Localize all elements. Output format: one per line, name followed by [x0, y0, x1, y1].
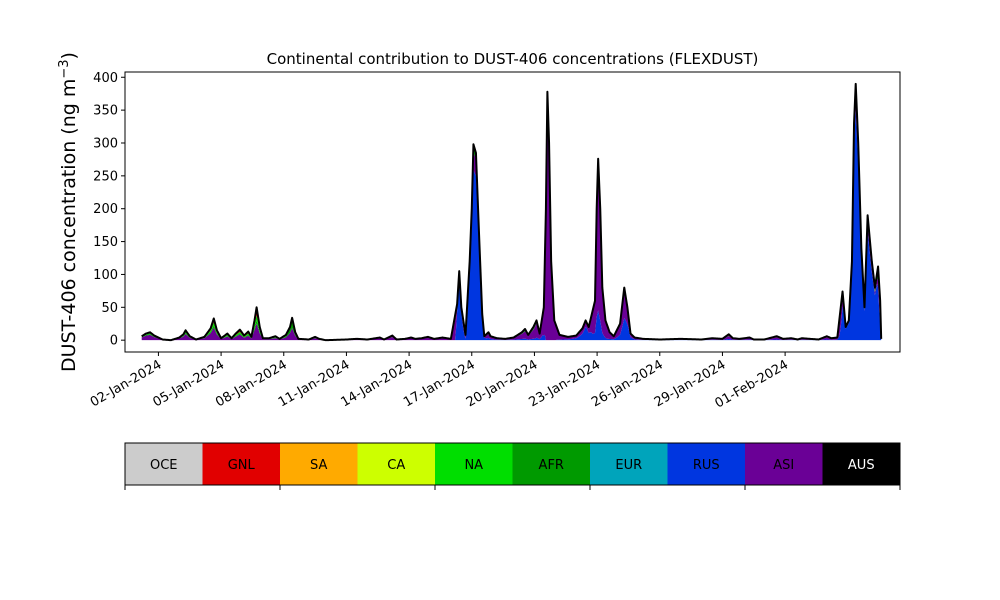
y-axis: 0 50 100 150 200 250 300 350 400 [93, 71, 125, 349]
x-axis: 02-Jan-202405-Jan-202408-Jan-202411-Jan-… [88, 352, 791, 411]
legend-label-aus: AUS [848, 458, 875, 473]
y-axis-label-close: ) [58, 52, 80, 59]
y-tick-label: 250 [93, 169, 118, 184]
legend-swatch-ca [357, 443, 436, 485]
legend-label-asi: ASI [773, 458, 794, 473]
y-axis-label-superscript: −3 [57, 59, 72, 78]
legend-label-sa: SA [310, 458, 327, 473]
legend-label-na: NA [464, 458, 483, 473]
y-tick-label: 350 [93, 104, 118, 119]
y-tick-label: 200 [93, 202, 118, 217]
plot-frame [124, 71, 901, 353]
legend-swatch-eur [590, 443, 668, 485]
total-concentration-line [141, 82, 883, 342]
legend-swatch-aus [822, 443, 901, 485]
legend-label-ca: CA [387, 458, 405, 473]
y-tick-label: 400 [93, 71, 118, 86]
area-asi [141, 97, 882, 341]
y-tick-label: 100 [93, 268, 118, 283]
area-afr [141, 90, 882, 341]
legend-swatch-na [435, 443, 513, 485]
y-tick-label: 150 [93, 235, 118, 250]
legend-frame [124, 442, 901, 486]
legend-label-oce: OCE [150, 458, 178, 473]
region-legend-colorbar: OCE GNL SA CA NA AFR EUR RUS ASI AUS [124, 442, 901, 490]
legend-swatch-sa [280, 443, 358, 485]
area-rus [141, 110, 882, 341]
legend-label-afr: AFR [539, 458, 564, 473]
legend-swatch-asi [745, 443, 823, 485]
legend-label-gnl: GNL [228, 458, 256, 473]
legend-label-rus: RUS [693, 458, 720, 473]
y-axis-label: DUST-406 concentration (ng m−3) [57, 52, 80, 372]
legend-swatch-afr [512, 443, 591, 485]
stacked-area-layer [141, 83, 882, 341]
legend-swatch-rus [667, 443, 746, 485]
y-tick-label: 300 [93, 136, 118, 151]
area-na [141, 84, 882, 341]
y-tick-label: 0 [110, 334, 118, 349]
legend-swatch-oce [125, 443, 203, 485]
legend-label-eur: EUR [615, 458, 642, 473]
legend-swatch-gnl [202, 443, 281, 485]
y-axis-label-main: DUST-406 concentration (ng m [58, 79, 80, 372]
area-gnl [141, 83, 882, 341]
chart-title: Continental contribution to DUST-406 con… [267, 50, 759, 68]
y-tick-label: 50 [101, 301, 118, 316]
